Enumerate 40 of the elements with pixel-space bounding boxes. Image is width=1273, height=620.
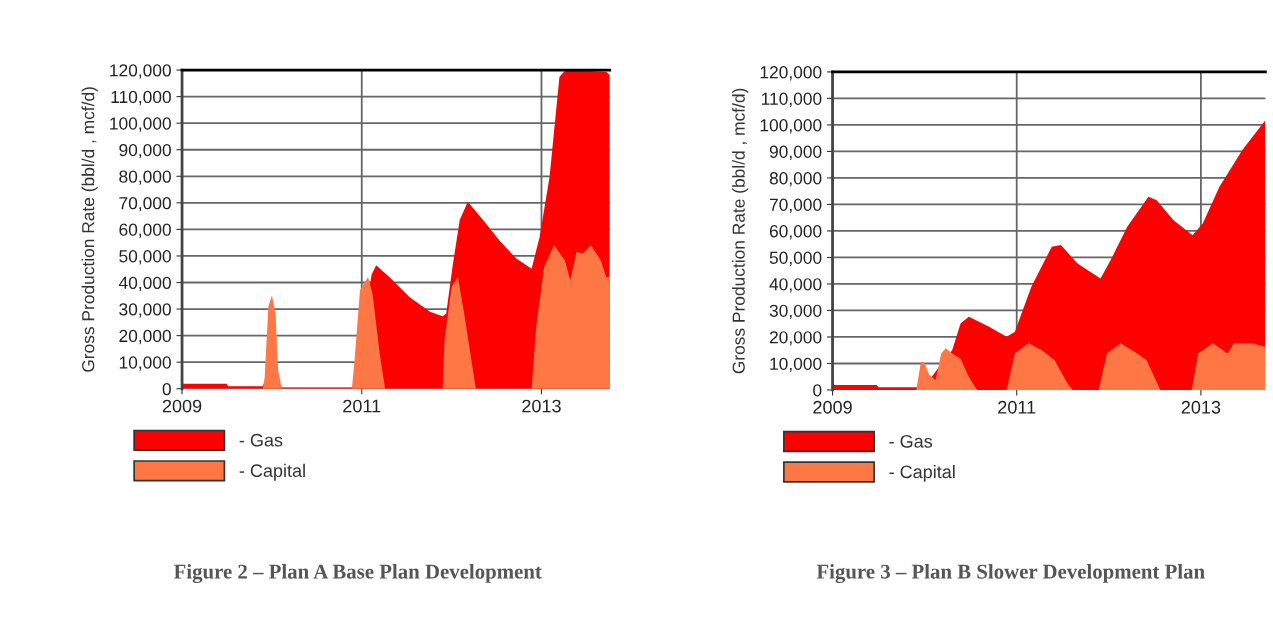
y-tick-label: 110,000 <box>761 92 822 107</box>
y-tick-label: 30,000 <box>769 304 822 319</box>
y-tick-label: 0 <box>813 384 822 397</box>
y-tick-label: 110,000 <box>111 90 171 106</box>
y-tick-label: 80,000 <box>119 170 171 185</box>
y-axis-title: Gross Production Rate (bbl/d , mcf/d) <box>732 88 749 374</box>
y-tick-label: 120,000 <box>110 64 171 79</box>
y-tick-label: 20,000 <box>769 331 822 346</box>
y-tick-label: 90,000 <box>769 145 822 160</box>
y-tick-label: 0 <box>162 382 171 396</box>
x-tick-label: 2011 <box>343 399 381 413</box>
x-tick-label: 2009 <box>813 400 852 414</box>
y-tick-label: 90,000 <box>119 143 171 159</box>
y-tick-label: 60,000 <box>769 225 822 240</box>
y-tick-label: 20,000 <box>119 329 171 345</box>
y-tick-label: 30,000 <box>119 303 171 318</box>
x-tick-label: 2009 <box>162 399 202 413</box>
legend-label: - Capital <box>239 463 305 481</box>
y-tick-label: 80,000 <box>769 172 822 187</box>
x-tick-label: 2013 <box>522 399 561 413</box>
y-tick-label: 100,000 <box>110 117 171 132</box>
legend-label: - Capital <box>889 464 955 482</box>
y-tick-label: 70,000 <box>769 198 822 213</box>
y-tick-label: 60,000 <box>119 223 171 238</box>
y-tick-label: 70,000 <box>119 197 171 212</box>
y-axis-title: Gross Production Rate (bbl/d , mcf/d) <box>81 87 98 372</box>
y-tick-label: 40,000 <box>118 276 171 292</box>
y-tick-label: 10,000 <box>119 356 171 371</box>
y-tick-label: 10,000 <box>770 357 822 372</box>
legend-label: - Gas <box>889 434 933 448</box>
y-tick-label: 50,000 <box>769 251 822 266</box>
caption: Figure 2 – Plan A Base Plan Development <box>173 563 542 584</box>
legend-label: - Gas <box>239 433 283 447</box>
y-tick-label: 120,000 <box>760 66 822 81</box>
x-tick-label: 2013 <box>1181 400 1221 414</box>
caption: Figure 3 – Plan B Slower Development Plan <box>816 563 1205 584</box>
x-tick-label: 2011 <box>998 400 1036 414</box>
y-tick-label: 50,000 <box>119 250 171 265</box>
y-tick-label: 40,000 <box>769 278 822 293</box>
y-tick-label: 100,000 <box>760 119 822 134</box>
